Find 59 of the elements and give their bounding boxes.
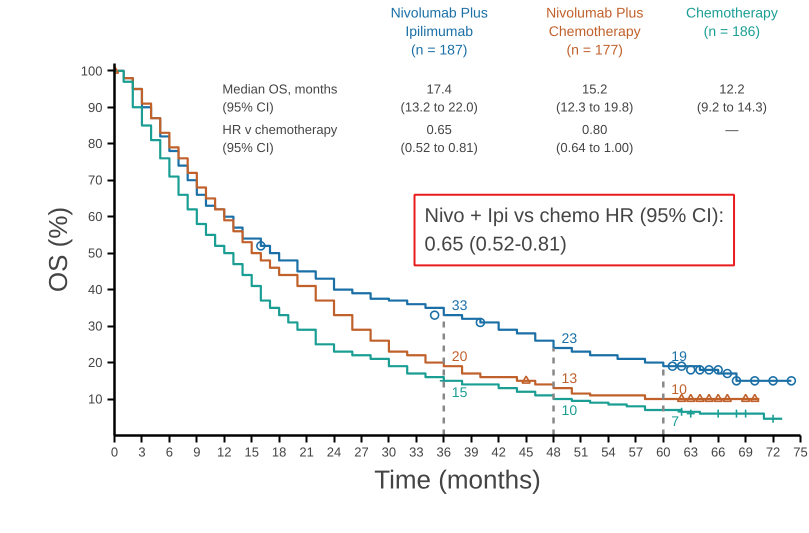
annotation: 0.80 (0.64 to 1.00) [556,122,634,155]
annotation: 13 [562,370,578,386]
text: Chemotherapy (n = 186) [686,4,778,40]
annotation: 19 [671,348,688,364]
annotation: 7 [671,412,680,429]
y-tick-label: 20 [88,355,103,370]
y-tick-label: 90 [88,100,103,115]
x-tick-label: 69 [738,444,753,460]
x-tick-label: 39 [464,444,478,460]
annotation: 12.2 (9.2 to 14.3) [696,82,767,115]
y-tick-label: 80 [88,136,103,152]
x-tick-label: 63 [684,444,698,460]
x-tick-label: 66 [710,444,726,460]
x-tick-label: 6 [166,444,173,460]
annotation: 17.4 (13.2 to 22.0) [400,82,478,115]
annotation: HR v chemotherapy (95% CI) [222,122,338,155]
annotation: Nivo + Ipi vs chemo HR (95% CI): 0.65 (0.52-0.81) [424,204,724,256]
annotation: 33 [452,297,468,314]
x-tick-label: 27 [354,444,369,460]
x-tick-label: 33 [409,444,424,460]
x-tick-label: 54 [601,444,616,460]
x-tick-label: 30 [382,444,396,460]
annotation: Median OS, months (95% CI) [222,82,338,115]
x-tick-label: 12 [217,444,232,460]
x-tick-label: 45 [518,444,534,460]
annotation: 10 [671,381,688,398]
annotation: 15.2 (12.3 to 19.8) [556,82,634,115]
x-tick-label: 72 [766,444,780,460]
y-tick-label: 50 [88,246,103,261]
y-tick-label: 10 [88,392,103,407]
x-tick-label: 75 [793,444,808,460]
x-tick-label: 18 [272,444,286,460]
annotation: 0.65 (0.52 to 0.81) [400,122,478,155]
y-tick-label: 70 [88,172,103,188]
x-axis-title: Time (months) [374,464,541,494]
y-tick-label: 100 [80,63,103,78]
annotation: — [725,122,738,137]
text: Nivolumab Plus Ipilimumab (n = 187) [390,4,488,58]
x-tick-label: 60 [656,444,671,460]
y-tick-label: 40 [88,282,103,298]
y-tick-label: 30 [88,318,103,334]
x-tick-label: 9 [193,444,200,460]
x-tick-label: 57 [628,444,644,460]
x-tick-label: 36 [436,444,452,460]
y-axis-title: OS (%) [42,206,73,292]
annotation: 10 [562,402,578,418]
annotation: 23 [562,330,578,346]
text: Nivolumab Plus Chemotherapy (n = 177) [546,4,644,58]
y-tick-label: 60 [88,209,103,224]
x-tick-label: 42 [491,444,506,460]
x-tick-label: 3 [138,444,146,460]
x-tick-label: 0 [110,444,118,460]
x-tick-label: 15 [244,444,259,460]
annotation: 20 [452,348,468,364]
annotation: 15 [452,384,468,400]
x-tick-label: 24 [326,444,342,460]
x-tick-label: 51 [574,444,588,460]
x-tick-label: 21 [299,444,314,460]
x-tick-label: 48 [546,444,561,460]
